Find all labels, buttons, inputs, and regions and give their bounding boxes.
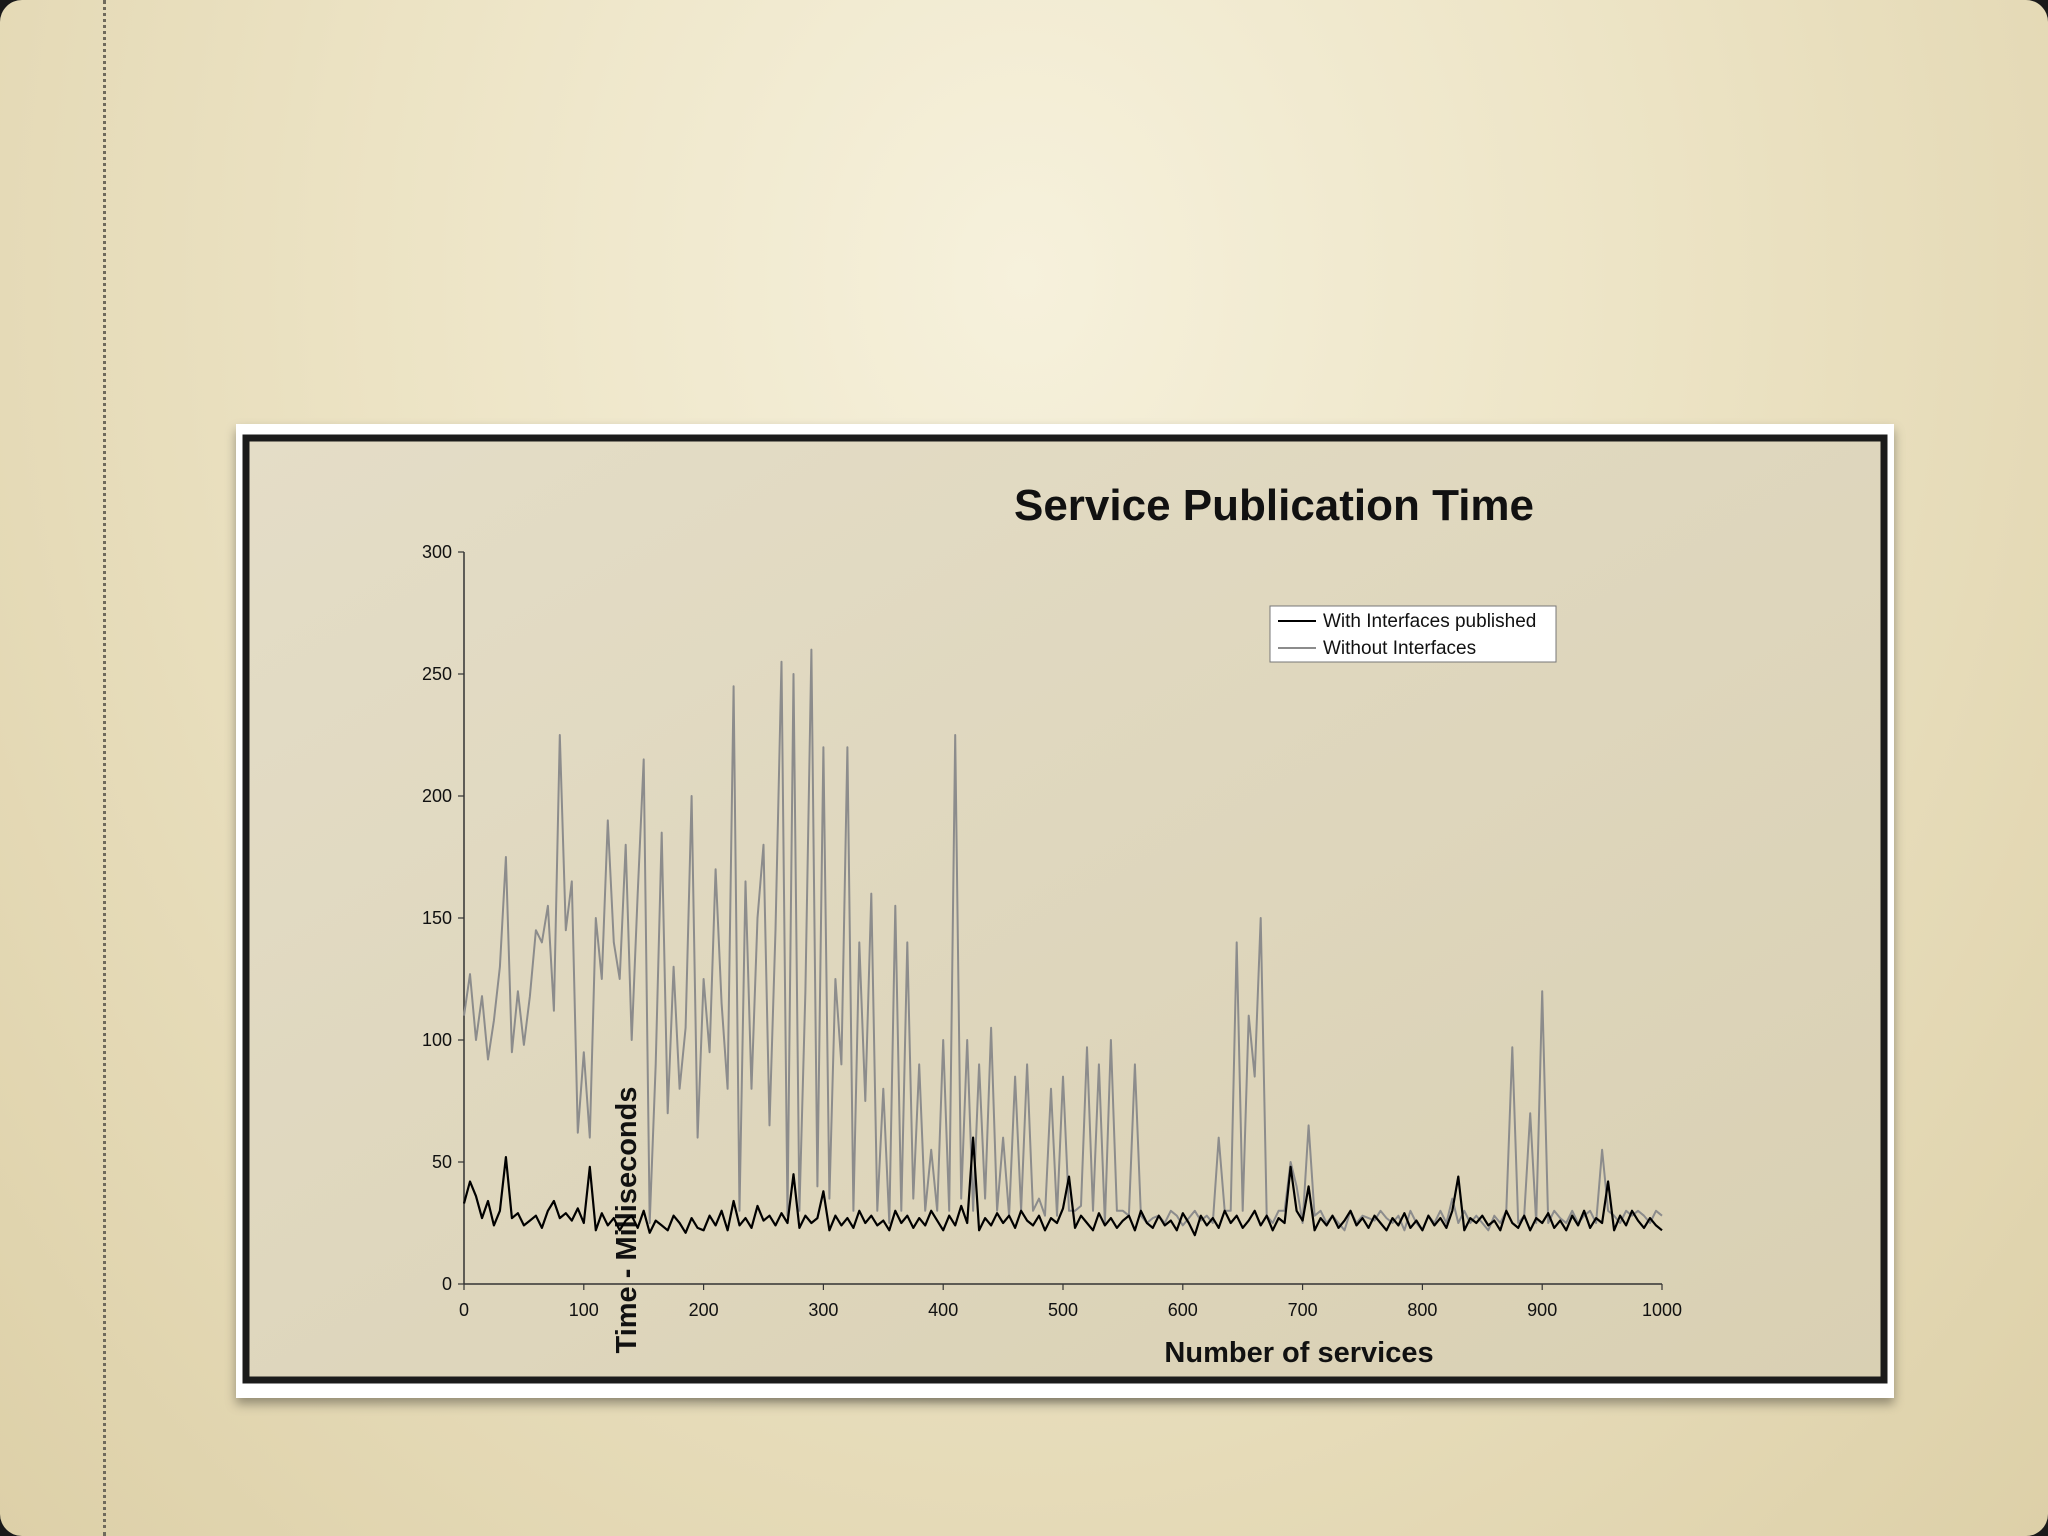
chart-axes: 0 50 100 150 200 250 300 0 100 200 300 400 500 600 700…	[422, 542, 1682, 1320]
x-tick-label: 800	[1407, 1300, 1437, 1320]
y-tick-label: 0	[442, 1274, 452, 1294]
y-tick-label: 300	[422, 542, 452, 562]
chart-title: Service Publication Time	[1014, 481, 1534, 530]
legend-label-with-interfaces: With Interfaces published	[1323, 611, 1536, 632]
chart-frame: Service Publication Time Time - Millisec…	[236, 424, 1894, 1398]
y-tick-label: 50	[432, 1152, 452, 1172]
x-axis-label: Number of services	[1164, 1337, 1433, 1369]
x-tick-label: 200	[689, 1300, 719, 1320]
x-tick-label: 100	[569, 1300, 599, 1320]
y-tick-label: 150	[422, 908, 452, 928]
x-tick-label: 600	[1168, 1300, 1198, 1320]
x-tick-label: 700	[1288, 1300, 1318, 1320]
legend-box	[1269, 605, 1557, 663]
line-chart: Service Publication Time Time - Millisec…	[242, 434, 1888, 1384]
x-tick-label: 900	[1527, 1300, 1557, 1320]
legend: With Interfaces published Without Interf…	[1269, 605, 1557, 663]
series-layer	[462, 648, 1663, 1237]
x-tick-label: 0	[459, 1300, 469, 1320]
x-tick-label: 400	[928, 1300, 958, 1320]
x-tick-label: 500	[1048, 1300, 1078, 1320]
binding-dotted-line	[103, 0, 106, 1536]
y-tick-label: 100	[422, 1030, 452, 1050]
y-tick-label: 250	[422, 664, 452, 684]
x-tick-label: 1000	[1642, 1300, 1682, 1320]
y-tick-label: 200	[422, 786, 452, 806]
legend-label-without-interfaces: Without Interfaces	[1323, 638, 1476, 659]
chart-panel	[242, 434, 1888, 1384]
x-tick-label: 300	[808, 1300, 838, 1320]
series-line-with-interfaces	[462, 1136, 1663, 1237]
